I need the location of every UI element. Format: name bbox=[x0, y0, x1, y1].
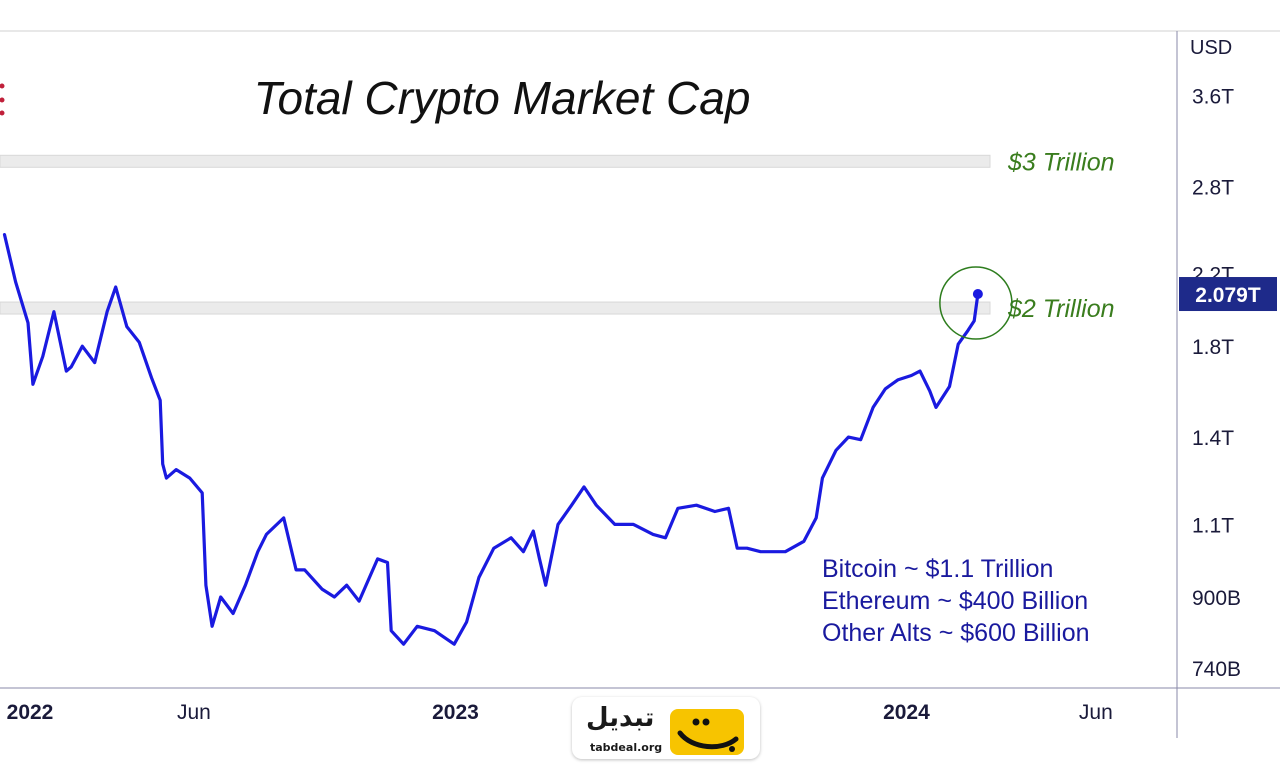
tabdeal-logo-icon bbox=[670, 709, 744, 755]
x-tick-label-4: 2024 bbox=[883, 701, 930, 724]
level-label-1: $2 Trillion bbox=[1007, 295, 1115, 323]
level-band-0 bbox=[0, 154, 991, 168]
price-tag-box bbox=[1179, 277, 1277, 312]
tabdeal-logo-badge: تبدیل tabdeal.org bbox=[572, 697, 760, 759]
annotation-bitcoin: Bitcoin ~ $1.1 Trillion bbox=[822, 555, 1053, 583]
y-tick-label-3: 1.8T bbox=[1192, 336, 1234, 359]
level-band-1 bbox=[0, 301, 991, 315]
level-bands: $3 Trillion $2 Trillion bbox=[0, 148, 1115, 323]
x-tick-label-5: Jun bbox=[1079, 701, 1113, 724]
y-tick-label-1: 2.8T bbox=[1192, 176, 1234, 199]
market-cap-line bbox=[2, 233, 980, 646]
y-tick-label-7: 740B bbox=[1192, 658, 1241, 681]
last-value-dot bbox=[972, 289, 983, 300]
x-tick-label-1: Jun bbox=[177, 701, 211, 724]
chart-title: Total Crypto Market Cap bbox=[254, 72, 751, 124]
y-tick-label-4: 1.4T bbox=[1192, 427, 1234, 450]
x-tick-label-2: 2023 bbox=[432, 701, 479, 724]
annotation-other-alts: Other Alts ~ $600 Billion bbox=[822, 619, 1090, 647]
currency-label: USD bbox=[1190, 37, 1232, 59]
last-value-tag: 2.079T bbox=[1179, 277, 1277, 312]
highlight-circle bbox=[939, 266, 1013, 340]
y-tick-label-6: 900B bbox=[1192, 587, 1241, 610]
y-tick-label-5: 1.1T bbox=[1192, 514, 1234, 537]
x-tick-label-0: 2022 bbox=[7, 701, 54, 724]
annotation-ethereum: Ethereum ~ $400 Billion bbox=[822, 587, 1088, 615]
y-tick-label-0: 3.6T bbox=[1192, 85, 1234, 108]
red-star-marks bbox=[0, 83, 5, 116]
price-tag-label: 2.079T bbox=[1195, 284, 1261, 307]
annotation-block: Bitcoin ~ $1.1 Trillion Ethereum ~ $400 … bbox=[822, 555, 1090, 647]
level-label-0: $3 Trillion bbox=[1007, 148, 1115, 176]
logo-text: تبدیل bbox=[586, 703, 655, 733]
logo-url: tabdeal.org bbox=[590, 741, 663, 754]
